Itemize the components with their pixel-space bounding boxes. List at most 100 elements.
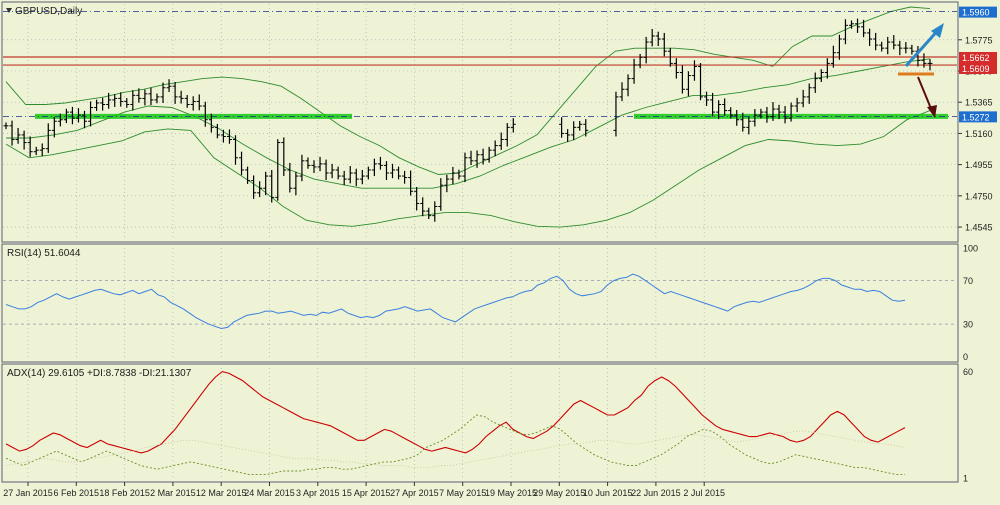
price-bar bbox=[746, 116, 752, 135]
price-bar bbox=[305, 157, 311, 169]
price-bar bbox=[45, 123, 51, 153]
price-bar bbox=[390, 163, 396, 179]
price-bar bbox=[396, 166, 402, 180]
price-bar bbox=[130, 90, 136, 111]
price-bar bbox=[685, 71, 691, 97]
price-bar bbox=[879, 41, 885, 52]
price-bar bbox=[498, 132, 504, 150]
price-bar bbox=[450, 166, 456, 185]
price-bar bbox=[710, 92, 716, 117]
price-bar bbox=[142, 89, 148, 106]
price-bar bbox=[444, 174, 450, 193]
price-bar bbox=[432, 201, 438, 222]
adx-axis: 1 60 bbox=[963, 367, 973, 484]
time-tick-label: 27 Jan 2015 bbox=[3, 488, 53, 498]
price-bar bbox=[734, 109, 740, 126]
price-bar bbox=[100, 97, 106, 111]
price-bar bbox=[655, 31, 661, 47]
price-bar bbox=[661, 32, 667, 57]
price-bar bbox=[293, 171, 299, 196]
price-bar bbox=[402, 170, 408, 184]
price-bar bbox=[456, 169, 462, 180]
adx-tick-label: 60 bbox=[963, 367, 973, 377]
price-bar bbox=[861, 19, 867, 38]
price-bar bbox=[371, 158, 377, 177]
price-label-text: 1.5272 bbox=[962, 112, 990, 122]
bullish-arrow-head bbox=[931, 23, 944, 38]
price-bar bbox=[619, 82, 625, 102]
price-bar bbox=[818, 69, 824, 82]
price-bar bbox=[559, 117, 565, 138]
price-bar bbox=[154, 93, 160, 104]
price-bar bbox=[486, 146, 492, 163]
price-bar bbox=[806, 83, 812, 104]
rsi-panel-frame bbox=[1, 243, 959, 363]
price-bar bbox=[480, 148, 486, 165]
rsi-tick-label: 100 bbox=[963, 244, 978, 254]
adx-line bbox=[5, 370, 906, 454]
price-bar bbox=[124, 98, 130, 108]
price-bar bbox=[577, 120, 583, 131]
price-bar bbox=[788, 102, 794, 122]
price-bar bbox=[679, 65, 685, 94]
price-bar bbox=[21, 130, 27, 150]
minus-di-line bbox=[5, 430, 906, 468]
price-bar bbox=[353, 168, 359, 187]
price-panel-frame bbox=[1, 1, 959, 243]
price-bar bbox=[3, 122, 9, 130]
price-label: 1.5960 bbox=[959, 6, 997, 18]
bullish-arrow-shaft bbox=[904, 26, 942, 68]
price-bar bbox=[166, 79, 172, 93]
price-bar bbox=[39, 143, 45, 157]
price-label-box bbox=[959, 51, 997, 63]
price-bar bbox=[510, 118, 516, 133]
price-bar bbox=[275, 139, 281, 201]
adx-tick-label: 1 bbox=[963, 474, 968, 484]
price-bar bbox=[867, 28, 873, 47]
time-tick-label: 18 Feb 2015 bbox=[99, 488, 150, 498]
price-bar bbox=[94, 99, 100, 111]
price-panel-title: GBPUSD,Daily bbox=[6, 6, 82, 17]
price-bar bbox=[855, 18, 861, 33]
price-bar bbox=[426, 207, 432, 219]
price-bar bbox=[776, 104, 782, 120]
price-bar bbox=[830, 45, 836, 68]
plus-di-line bbox=[5, 414, 905, 476]
price-bar bbox=[341, 170, 347, 186]
price-bar bbox=[782, 106, 788, 124]
price-bar bbox=[770, 102, 776, 121]
price-label-box bbox=[959, 62, 997, 74]
price-bar bbox=[752, 109, 758, 127]
price-bar bbox=[27, 136, 33, 157]
price-bar bbox=[136, 88, 142, 103]
price-bar bbox=[836, 34, 842, 60]
price-bar bbox=[263, 171, 269, 196]
price-bar bbox=[232, 135, 238, 165]
bollinger-middle-band bbox=[6, 58, 931, 189]
price-tick-label: 1.4750 bbox=[965, 191, 993, 201]
price-bar bbox=[281, 137, 287, 177]
price-bar bbox=[239, 151, 245, 176]
price-bar bbox=[643, 36, 649, 64]
triangle-down-icon bbox=[6, 8, 12, 13]
price-bar bbox=[88, 101, 94, 127]
grid bbox=[3, 4, 957, 480]
price-label: 1.5272 bbox=[959, 111, 997, 123]
price-bar bbox=[202, 101, 208, 127]
scenario-arrows bbox=[898, 23, 944, 118]
time-tick-label: 24 Mar 2015 bbox=[244, 488, 295, 498]
price-bar bbox=[897, 40, 903, 56]
price-bar bbox=[245, 166, 251, 184]
price-bar bbox=[565, 129, 571, 142]
price-tick-label: 1.5775 bbox=[965, 35, 993, 45]
time-tick-label: 3 Apr 2015 bbox=[296, 488, 340, 498]
price-bar bbox=[118, 92, 124, 107]
price-bar bbox=[160, 82, 166, 103]
bearish-arrow-head bbox=[927, 105, 937, 118]
price-bar bbox=[251, 175, 257, 199]
time-tick-label: 7 May 2015 bbox=[439, 488, 486, 498]
price-tick-label: 1.5365 bbox=[965, 98, 993, 108]
price-bar bbox=[631, 58, 637, 84]
